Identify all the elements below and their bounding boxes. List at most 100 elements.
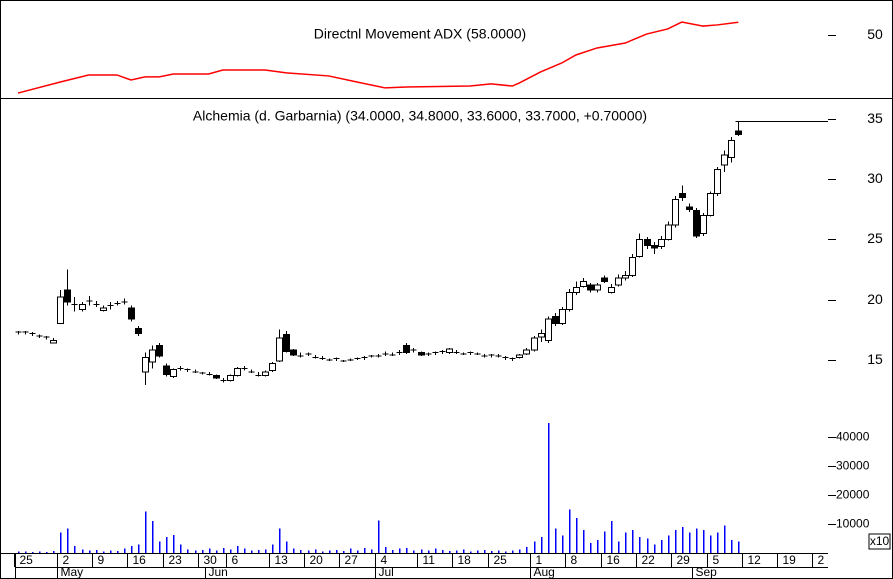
volume-bar bbox=[350, 548, 352, 553]
volume-bar bbox=[39, 551, 41, 553]
candle-body bbox=[672, 199, 679, 226]
volume-bar bbox=[187, 549, 189, 553]
volume-bar bbox=[710, 535, 712, 553]
volume-bar bbox=[110, 550, 112, 553]
volume-bar bbox=[300, 550, 302, 553]
candle-body bbox=[679, 193, 686, 198]
y-tick-label: 30000 bbox=[836, 459, 870, 473]
candle-body bbox=[545, 318, 552, 342]
candle-body bbox=[566, 291, 573, 310]
volume-bar bbox=[230, 549, 232, 553]
candle-body bbox=[622, 275, 629, 279]
volume-bar bbox=[661, 539, 663, 553]
month-label: Sep bbox=[696, 565, 718, 579]
volume-bar bbox=[173, 535, 175, 553]
x-tick-label: 4 bbox=[381, 553, 388, 567]
volume-bar bbox=[491, 550, 493, 553]
candle-body bbox=[135, 328, 142, 334]
volume-bar bbox=[717, 532, 719, 553]
volume-bar bbox=[159, 541, 161, 553]
volume-bar bbox=[209, 548, 211, 553]
candle-body bbox=[587, 284, 594, 291]
volume-bar bbox=[618, 541, 620, 553]
volume-bar bbox=[526, 547, 528, 553]
y-tick-label: 25 bbox=[867, 230, 883, 246]
x-tick-label: 18 bbox=[458, 553, 472, 567]
candle-body bbox=[636, 238, 643, 257]
volume-bar bbox=[96, 550, 98, 553]
volume-bar bbox=[103, 551, 105, 553]
volume-bar bbox=[124, 548, 126, 553]
volume-bar bbox=[25, 551, 27, 553]
volume-bar bbox=[442, 550, 444, 553]
volume-bar bbox=[562, 535, 564, 553]
volume-bar bbox=[731, 539, 733, 553]
volume-bar bbox=[548, 423, 550, 553]
candle-body bbox=[629, 257, 636, 277]
candle-body bbox=[64, 289, 71, 303]
volume-bar bbox=[463, 549, 465, 553]
x-tick-label: 8 bbox=[571, 553, 578, 567]
volume-bar bbox=[357, 550, 359, 553]
volume-bar bbox=[343, 550, 345, 553]
x-tick-label: 22 bbox=[642, 553, 656, 567]
volume-bar bbox=[534, 541, 536, 553]
x-tick-label: 27 bbox=[345, 553, 359, 567]
y-tick-label: 30 bbox=[867, 170, 883, 186]
volume-bar bbox=[639, 537, 641, 553]
candle-body bbox=[262, 371, 269, 376]
x-tick-label: 9 bbox=[98, 553, 105, 567]
volume-bar bbox=[315, 549, 317, 553]
candle-body bbox=[227, 374, 234, 381]
y-tick-label: 10000 bbox=[836, 517, 870, 531]
x-tick-label: 1 bbox=[536, 553, 543, 567]
candle-body bbox=[163, 365, 170, 375]
multiplier: x10 bbox=[870, 534, 890, 548]
candle-body bbox=[651, 244, 658, 249]
volume-bar bbox=[668, 535, 670, 553]
candle-body bbox=[615, 277, 622, 286]
candle-body bbox=[149, 349, 156, 363]
volume-bar bbox=[265, 549, 267, 553]
candle-body bbox=[538, 332, 545, 338]
volume-bar bbox=[286, 541, 288, 553]
volume-bar bbox=[74, 545, 76, 553]
volume-bar bbox=[456, 550, 458, 553]
candle-body bbox=[418, 352, 425, 356]
volume-bar bbox=[498, 550, 500, 553]
volume-bar bbox=[322, 551, 324, 553]
candle-body bbox=[721, 154, 728, 166]
candle-body bbox=[446, 348, 453, 354]
volume-bar bbox=[131, 545, 133, 553]
volume-bar bbox=[421, 549, 423, 553]
volume-bar bbox=[675, 529, 677, 553]
candle-body bbox=[658, 238, 665, 248]
candle-body bbox=[552, 315, 559, 325]
volume-bar bbox=[583, 529, 585, 553]
volume-bar bbox=[505, 551, 507, 553]
volume-bar bbox=[632, 529, 634, 553]
candle-body bbox=[559, 308, 566, 325]
volume-bar bbox=[18, 551, 20, 553]
adx-line bbox=[17, 21, 739, 94]
volume-bar bbox=[470, 551, 472, 553]
candle-body bbox=[700, 214, 707, 234]
x-tick-label: 2 bbox=[63, 553, 70, 567]
volume-bar bbox=[32, 551, 34, 553]
candle-body bbox=[100, 307, 107, 311]
volume-bar bbox=[406, 547, 408, 553]
volume-bar bbox=[484, 550, 486, 553]
y-tick-label: 20000 bbox=[836, 488, 870, 502]
volume-bar bbox=[569, 509, 571, 553]
x-tick-label: 12 bbox=[748, 553, 762, 567]
volume-bar bbox=[597, 539, 599, 553]
volume-bar bbox=[138, 544, 140, 553]
volume-bar bbox=[378, 520, 380, 553]
candle-body bbox=[686, 206, 693, 210]
volume-bar bbox=[166, 537, 168, 553]
volume-bar bbox=[392, 550, 394, 553]
volume-bar bbox=[512, 550, 514, 553]
x-tick-label: 23 bbox=[169, 553, 183, 567]
x-tick-label: 13 bbox=[275, 553, 289, 567]
